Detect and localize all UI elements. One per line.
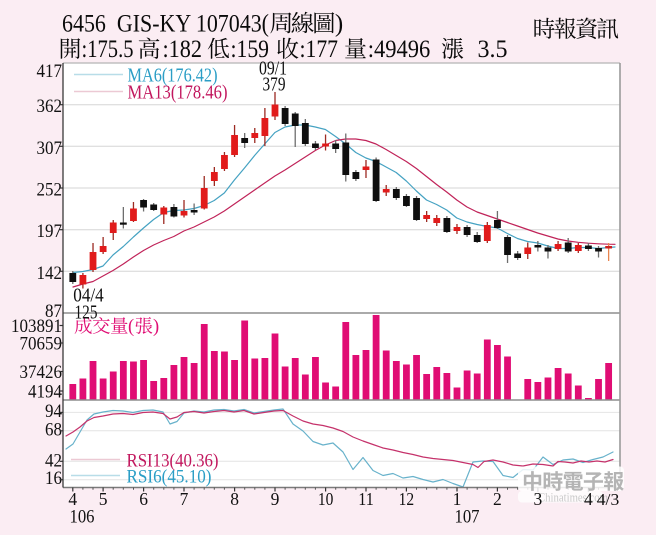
svg-text:70659: 70659	[20, 333, 63, 354]
svg-text:417: 417	[37, 61, 63, 82]
svg-text:4/3: 4/3	[597, 490, 620, 509]
svg-text:4: 4	[584, 489, 593, 509]
svg-text:Chinatimes.com: Chinatimes.com	[538, 491, 608, 505]
svg-text:3: 3	[534, 489, 543, 509]
svg-text:307: 307	[37, 138, 63, 159]
svg-text:142: 142	[37, 263, 63, 284]
svg-text:5: 5	[99, 489, 108, 509]
svg-text:6456 GIS-KY 107043(: 6456 GIS-KY 107043(	[62, 11, 269, 38]
svg-text:87: 87	[45, 301, 62, 322]
svg-text:4194: 4194	[28, 381, 62, 402]
svg-text:362: 362	[37, 96, 63, 117]
svg-text:11: 11	[358, 489, 374, 509]
svg-text:): )	[335, 11, 343, 38]
svg-text:9: 9	[271, 489, 280, 509]
svg-text::159: :159	[231, 36, 270, 63]
svg-text::49496: :49496	[368, 36, 431, 63]
svg-text:2: 2	[493, 489, 502, 509]
svg-text:68: 68	[45, 419, 62, 440]
svg-text:103891: 103891	[11, 316, 62, 337]
svg-text:94: 94	[45, 401, 62, 422]
svg-text:6: 6	[139, 489, 148, 509]
svg-text:): )	[153, 317, 159, 337]
svg-text:04/4: 04/4	[73, 286, 104, 307]
svg-text:37426: 37426	[20, 362, 63, 383]
svg-text:RSI13(40.36): RSI13(40.36)	[127, 451, 219, 472]
svg-text:7: 7	[180, 489, 189, 509]
svg-text:3.5: 3.5	[478, 36, 508, 63]
svg-text:RSI6(45.10): RSI6(45.10)	[127, 467, 212, 488]
svg-text:4: 4	[68, 489, 77, 509]
svg-text::177: :177	[300, 36, 339, 63]
svg-text:09/1: 09/1	[259, 59, 287, 80]
svg-text:379: 379	[263, 75, 286, 96]
svg-text::182: :182	[163, 36, 203, 63]
svg-text:1: 1	[453, 489, 462, 509]
svg-text:8: 8	[230, 489, 239, 509]
svg-text:12: 12	[399, 489, 415, 509]
svg-text:106: 106	[70, 507, 95, 528]
svg-text:10: 10	[318, 489, 334, 509]
svg-text:16: 16	[45, 468, 62, 489]
svg-text:107: 107	[455, 507, 480, 528]
svg-text:MA6(176.42): MA6(176.42)	[128, 66, 218, 87]
svg-text:125: 125	[75, 303, 98, 324]
svg-text:42: 42	[45, 450, 62, 471]
svg-text:252: 252	[37, 180, 63, 201]
svg-text:MA13(178.46): MA13(178.46)	[128, 83, 228, 104]
svg-text:(: (	[128, 317, 134, 337]
svg-text::175.5: :175.5	[82, 36, 134, 63]
svg-text:197: 197	[37, 221, 63, 242]
